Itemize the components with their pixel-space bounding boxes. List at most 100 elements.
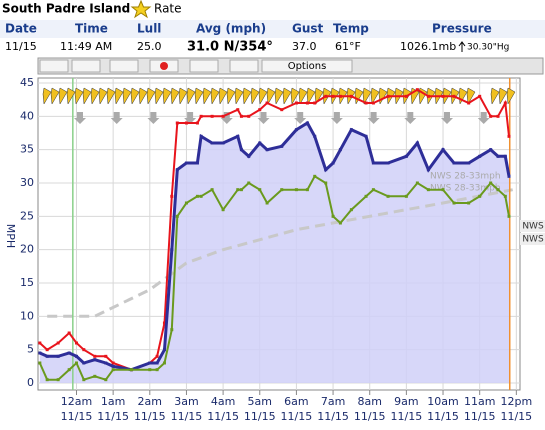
- wind-arrow: [106, 87, 116, 105]
- series-point: [496, 188, 500, 192]
- series-point: [239, 114, 243, 118]
- table-header: Date: [5, 22, 37, 36]
- series-point: [170, 194, 174, 198]
- x-tick-date: 11/15: [464, 410, 496, 423]
- toolbar-buttons: Options: [39, 59, 353, 73]
- table-value: 37.0: [292, 40, 317, 53]
- forecast-line: [47, 188, 513, 318]
- wind-arrow: [234, 87, 244, 105]
- x-tick-date: 11/15: [281, 410, 313, 423]
- series-point: [478, 94, 482, 98]
- x-tick-date: 11/15: [171, 410, 203, 423]
- x-tick-label: 6am: [284, 395, 308, 408]
- series-point: [247, 114, 251, 118]
- series-point: [247, 154, 251, 158]
- series-point: [111, 364, 115, 368]
- series-point: [82, 378, 86, 382]
- series-point: [324, 94, 328, 98]
- zoom-in-button[interactable]: [39, 59, 69, 73]
- series-point: [199, 194, 203, 198]
- table-value: 25.0: [137, 40, 162, 53]
- gray-arrow: [147, 112, 160, 124]
- wind-arrow: [58, 87, 68, 105]
- series-point: [426, 94, 430, 98]
- series-point: [313, 174, 317, 178]
- nws-annotation: NWS: [522, 222, 544, 232]
- series-point: [148, 361, 152, 365]
- wind-arrow: [250, 87, 260, 105]
- x-tick-label: 3am: [174, 395, 198, 408]
- forward-button[interactable]: [189, 59, 219, 73]
- series-point: [129, 368, 133, 372]
- series-point: [386, 94, 390, 98]
- back-button[interactable]: [109, 59, 139, 73]
- gray-arrow: [367, 112, 380, 124]
- series-point: [364, 194, 368, 198]
- series-point: [467, 161, 471, 165]
- series-point: [199, 114, 203, 118]
- series-point: [294, 101, 298, 105]
- wind-arrow: [130, 87, 140, 105]
- x-tick-label: 2am: [138, 395, 162, 408]
- table-header-bg: [0, 20, 545, 38]
- series-point: [489, 148, 493, 152]
- series-point: [305, 188, 309, 192]
- wind-arrow: [226, 87, 236, 105]
- wind-arrow: [82, 87, 92, 105]
- wind-arrow: [202, 87, 212, 105]
- series-point: [503, 101, 507, 105]
- wind-arrow: [114, 87, 124, 105]
- series-point: [331, 94, 335, 98]
- wind-arrow: [354, 87, 364, 105]
- series-point: [349, 128, 353, 132]
- series-point: [386, 161, 390, 165]
- zoom-out-button[interactable]: [71, 59, 101, 73]
- gray-arrow: [477, 112, 490, 124]
- x-tick-label: 11am: [464, 395, 495, 408]
- y-tick-label: 25: [20, 209, 34, 222]
- series-point: [56, 354, 60, 358]
- clock-button[interactable]: [229, 59, 259, 73]
- rate-link[interactable]: Rate: [154, 2, 182, 16]
- series-point: [236, 134, 240, 138]
- wind-arrow: [194, 87, 204, 105]
- table-header: Lull: [137, 22, 161, 36]
- series-point: [404, 154, 408, 158]
- series-point: [74, 354, 78, 358]
- series-point: [38, 341, 42, 345]
- y-tick-label: 15: [20, 276, 34, 289]
- y-axis-label: MPH: [4, 224, 17, 248]
- series-point: [386, 194, 390, 198]
- table-value: 1026.1mb: [400, 40, 456, 53]
- series-point: [415, 181, 419, 185]
- x-tick-label: 12pm: [500, 395, 532, 408]
- series-point: [184, 161, 188, 165]
- options-button[interactable]: [261, 59, 353, 73]
- station-title: South Padre Island: [2, 2, 130, 16]
- rate-star[interactable]: [130, 0, 152, 19]
- options-label[interactable]: Options: [288, 61, 327, 72]
- wind-arrow: [74, 87, 84, 105]
- wind-arrow: [186, 87, 196, 105]
- series-point: [478, 154, 482, 158]
- wind-arrow: [154, 87, 164, 105]
- gray-arrow: [74, 112, 86, 124]
- series-point: [371, 188, 375, 192]
- y-tick-label: 35: [20, 143, 34, 156]
- table-header: Temp: [333, 22, 369, 36]
- series-point: [452, 94, 456, 98]
- series-point: [441, 148, 445, 152]
- nws-annotation: NWS: [522, 235, 544, 245]
- wind-arrow: [274, 87, 284, 105]
- gray-arrow: [404, 112, 417, 124]
- series-point: [331, 214, 335, 218]
- series-point: [67, 351, 71, 355]
- x-tick-date: 11/15: [134, 410, 166, 423]
- series-point: [338, 94, 342, 98]
- series-point: [364, 134, 368, 138]
- wind-arrow: [362, 87, 372, 105]
- series-point: [195, 161, 199, 165]
- y-tick-label: 30: [20, 176, 34, 189]
- series-point: [155, 354, 159, 358]
